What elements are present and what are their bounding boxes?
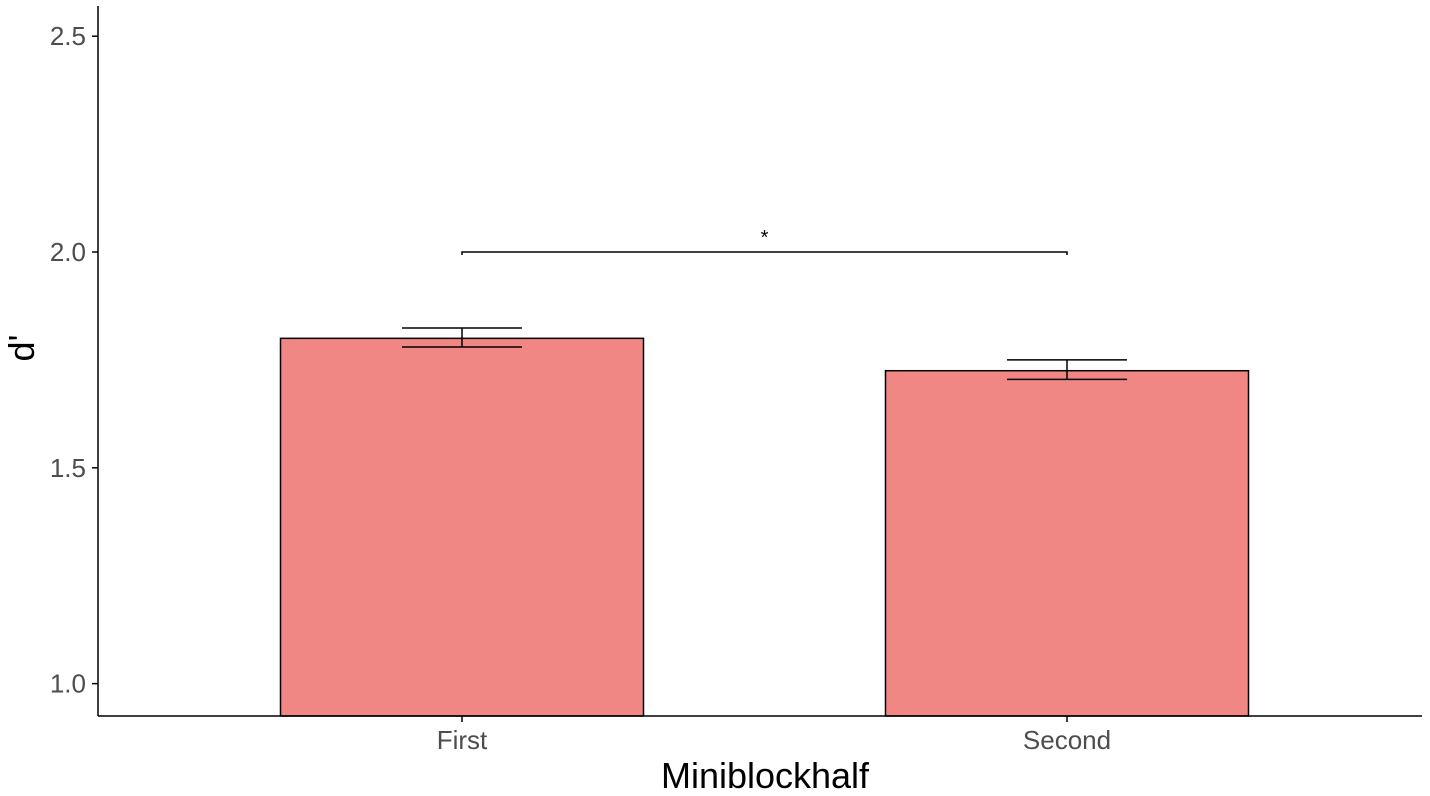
significance-layer: * bbox=[461, 227, 1068, 256]
axes-layer bbox=[97, 6, 1422, 717]
y-tick-label: 2.5 bbox=[50, 21, 86, 51]
x-axis-title: Miniblockhalf bbox=[661, 755, 870, 796]
x-tick-label-first: First bbox=[437, 725, 488, 755]
significance-label: * bbox=[761, 227, 769, 249]
ticks-layer: 1.0 1.5 2.0 2.5 First Second bbox=[50, 21, 1111, 755]
significance-bracket bbox=[461, 251, 1068, 256]
bars-layer bbox=[279, 337, 1250, 717]
bar-first bbox=[279, 337, 645, 717]
error-bars-layer bbox=[402, 327, 1127, 381]
error-bar-first bbox=[402, 327, 522, 348]
y-tick-label: 2.0 bbox=[50, 237, 86, 267]
y-tick-label: 1.5 bbox=[50, 453, 86, 483]
y-tick-label: 1.0 bbox=[50, 669, 86, 699]
y-axis-title: d' bbox=[1, 335, 42, 362]
bar-second bbox=[884, 369, 1250, 717]
x-tick-label-second: Second bbox=[1023, 725, 1111, 755]
error-bar-second bbox=[1007, 359, 1127, 381]
